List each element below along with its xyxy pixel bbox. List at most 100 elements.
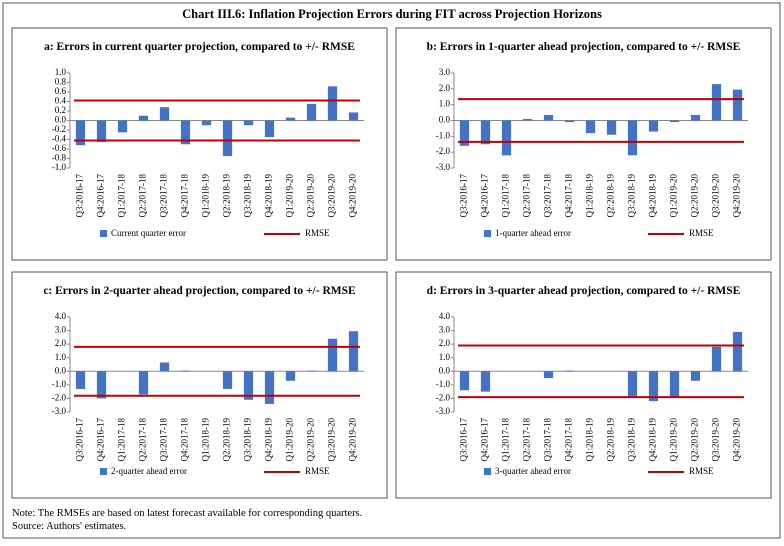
bar	[606, 120, 617, 135]
panel-title: c: Errors in 2-quarter ahead projection,…	[43, 285, 356, 297]
y-tick-label: 0.0	[439, 365, 451, 375]
panel-title: b: Errors in 1-quarter ahead projection,…	[427, 41, 741, 53]
legend-swatch	[484, 230, 491, 237]
y-tick-label: -2.0	[436, 146, 451, 156]
x-tick-label: Q2:2019-20	[690, 174, 700, 218]
x-tick-label: Q2:2018-19	[222, 418, 232, 462]
y-tick-label: 2.0	[55, 338, 67, 348]
x-tick-label: Q3:2017-18	[159, 418, 169, 462]
x-tick-label: Q1:2018-19	[201, 418, 211, 462]
y-tick-label: 0.0	[439, 115, 451, 125]
x-tick-label: Q1:2019-20	[669, 418, 679, 462]
x-tick-label: Q3:2017-18	[543, 174, 553, 218]
bar	[480, 120, 491, 145]
x-tick-label: Q4:2018-19	[648, 174, 658, 218]
legend-label: RMSE	[305, 466, 330, 476]
y-tick-label: -0.4	[52, 134, 67, 144]
bar	[75, 120, 86, 146]
y-tick-label: -0.6	[52, 143, 67, 153]
x-tick-label: Q3:2016-17	[459, 174, 469, 218]
note: Note: The RMSEs are based on latest fore…	[12, 508, 362, 519]
x-tick-label: Q1:2019-20	[285, 418, 295, 462]
x-tick-label: Q2:2017-18	[138, 418, 148, 462]
bar	[222, 120, 233, 157]
bar	[648, 371, 659, 402]
panel-frame	[395, 271, 772, 499]
bar	[690, 371, 701, 381]
x-tick-label: Q2:2017-18	[138, 174, 148, 218]
bar	[306, 103, 317, 121]
bar	[348, 331, 359, 372]
y-tick-label: 2.0	[439, 83, 451, 93]
bar	[348, 112, 359, 121]
y-tick-label: 1.0	[55, 352, 67, 362]
x-tick-label: Q3:2018-19	[243, 418, 253, 462]
bar	[285, 371, 296, 381]
y-tick-label: -0.8	[52, 153, 67, 163]
bar	[459, 371, 470, 391]
x-tick-label: Q3:2019-20	[711, 418, 721, 462]
bar	[627, 120, 638, 156]
bar	[564, 120, 575, 123]
y-tick-label: -2.0	[52, 392, 67, 402]
bar	[117, 120, 128, 133]
y-tick-label: 0.0	[55, 365, 67, 375]
x-tick-label: Q4:2019-20	[732, 418, 742, 462]
legend-label: 2-quarter ahead error	[111, 466, 187, 476]
bar	[327, 338, 338, 372]
x-tick-label: Q1:2019-20	[285, 174, 295, 218]
x-tick-label: Q3:2018-19	[243, 174, 253, 218]
bar	[264, 120, 275, 138]
bar	[138, 371, 149, 395]
source: Source: Authors' estimates.	[12, 521, 126, 532]
y-tick-label: 1.0	[439, 99, 451, 109]
y-tick-label: -1.0	[52, 379, 67, 389]
x-tick-label: Q4:2019-20	[732, 174, 742, 218]
bar	[285, 117, 296, 121]
y-tick-label: 0.0	[55, 115, 67, 125]
y-tick-label: 3.0	[439, 67, 451, 77]
bar	[243, 120, 254, 126]
bar	[96, 120, 107, 142]
x-tick-label: Q3:2016-17	[459, 418, 469, 462]
panel-frame	[395, 27, 772, 261]
page-title: Chart III.6: Inflation Projection Errors…	[182, 7, 602, 21]
bar	[585, 120, 596, 134]
x-tick-label: Q4:2017-18	[564, 174, 574, 218]
legend-label: RMSE	[689, 228, 714, 238]
y-tick-label: 0.8	[55, 77, 67, 87]
bar	[564, 370, 575, 372]
bar	[459, 120, 470, 146]
x-tick-label: Q1:2018-19	[201, 174, 211, 218]
y-tick-label: 0.2	[55, 105, 66, 115]
bar	[306, 370, 317, 372]
x-tick-label: Q4:2017-18	[180, 418, 190, 462]
x-tick-label: Q2:2019-20	[306, 418, 316, 462]
bar	[96, 371, 107, 399]
x-tick-label: Q2:2018-19	[606, 418, 616, 462]
x-tick-label: Q4:2016-17	[96, 174, 106, 218]
legend-label: RMSE	[305, 228, 330, 238]
legend-label: 1-quarter ahead error	[495, 228, 571, 238]
x-tick-label: Q1:2018-19	[585, 418, 595, 462]
y-tick-label: 4.0	[439, 311, 451, 321]
x-tick-label: Q3:2016-17	[75, 418, 85, 462]
bar	[732, 331, 743, 372]
y-tick-label: -3.0	[436, 162, 451, 172]
x-tick-label: Q1:2017-18	[117, 174, 127, 218]
bar	[669, 371, 680, 398]
bar	[711, 84, 722, 121]
x-tick-label: Q1:2017-18	[501, 418, 511, 462]
bar	[159, 362, 170, 372]
x-tick-label: Q4:2019-20	[348, 174, 358, 218]
bar	[138, 115, 149, 121]
bar	[501, 120, 512, 156]
x-tick-label: Q2:2019-20	[690, 418, 700, 462]
x-tick-label: Q2:2019-20	[306, 174, 316, 218]
x-tick-label: Q4:2018-19	[264, 174, 274, 218]
y-tick-label: 0.4	[55, 96, 67, 106]
y-tick-label: 1.0	[439, 352, 451, 362]
x-tick-label: Q3:2019-20	[327, 174, 337, 218]
panel-frame	[11, 27, 388, 261]
x-tick-label: Q3:2016-17	[75, 174, 85, 218]
